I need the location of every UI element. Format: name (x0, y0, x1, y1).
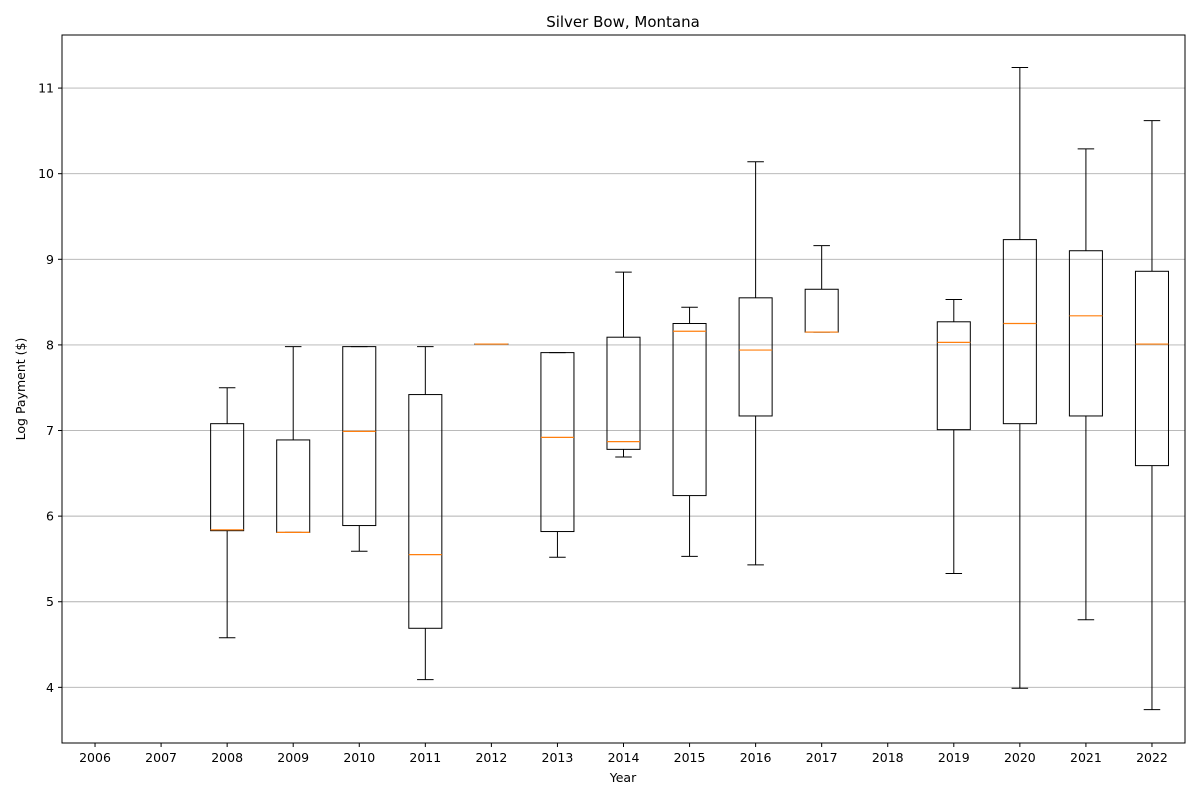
y-tick-label: 9 (46, 252, 54, 267)
x-tick-label: 2022 (1136, 750, 1168, 765)
x-axis-label: Year (609, 770, 637, 785)
x-tick-label: 2013 (542, 750, 574, 765)
x-tick-label: 2016 (740, 750, 772, 765)
x-tick-label: 2012 (475, 750, 507, 765)
box-2015 (672, 306, 707, 557)
iqr-box (1002, 239, 1037, 425)
box-2019 (936, 299, 971, 574)
box-2009 (276, 346, 311, 533)
y-axis: 4 5 6 7 8 9 10 11 (38, 81, 62, 695)
y-tick-label: 8 (46, 337, 54, 352)
box-2008 (210, 387, 245, 639)
y-tick-label: 10 (38, 166, 54, 181)
iqr-box (408, 394, 443, 629)
y-tick-label: 11 (38, 81, 54, 96)
y-tick-label: 5 (46, 594, 54, 609)
x-tick-label: 2007 (145, 750, 177, 765)
plot-frame (61, 34, 1186, 744)
box-2010 (342, 346, 377, 552)
box-2011 (408, 346, 443, 681)
iqr-box (936, 321, 971, 431)
iqr-box (738, 297, 773, 417)
x-tick-label: 2011 (409, 750, 441, 765)
box-2022 (1134, 120, 1169, 711)
x-tick-label: 2010 (343, 750, 375, 765)
chart-title: Silver Bow, Montana (546, 13, 700, 31)
iqr-box (672, 323, 707, 497)
x-tick-label: 2006 (79, 750, 111, 765)
x-tick-label: 2009 (277, 750, 309, 765)
box-2016 (738, 161, 773, 566)
iqr-box (342, 346, 377, 527)
box-2020 (1002, 67, 1037, 689)
iqr-box (276, 439, 311, 533)
y-tick-label: 7 (46, 423, 54, 438)
box-2013 (540, 352, 575, 558)
x-axis: 2006 2007 2008 2009 2010 2011 2012 2013 2014 2015… (79, 743, 1168, 765)
y-tick-label: 4 (46, 680, 54, 695)
x-tick-label: 2019 (938, 750, 970, 765)
box-2021 (1068, 148, 1103, 621)
iqr-box (606, 336, 641, 450)
iqr-box (210, 423, 245, 532)
box-series (210, 67, 1169, 711)
x-tick-label: 2014 (608, 750, 640, 765)
box-2014 (606, 271, 641, 458)
x-tick-label: 2008 (211, 750, 243, 765)
x-tick-label: 2015 (674, 750, 706, 765)
iqr-box (1134, 270, 1169, 467)
y-tick-label: 6 (46, 509, 54, 524)
box-2017 (804, 245, 839, 333)
iqr-box (540, 352, 575, 533)
x-tick-label: 2018 (872, 750, 904, 765)
iqr-box (1068, 250, 1103, 417)
grid-lines (62, 87, 1185, 688)
x-tick-label: 2021 (1070, 750, 1102, 765)
x-tick-label: 2020 (1004, 750, 1036, 765)
y-axis-label: Log Payment ($) (13, 338, 28, 441)
iqr-box (804, 288, 839, 333)
x-tick-label: 2017 (806, 750, 838, 765)
